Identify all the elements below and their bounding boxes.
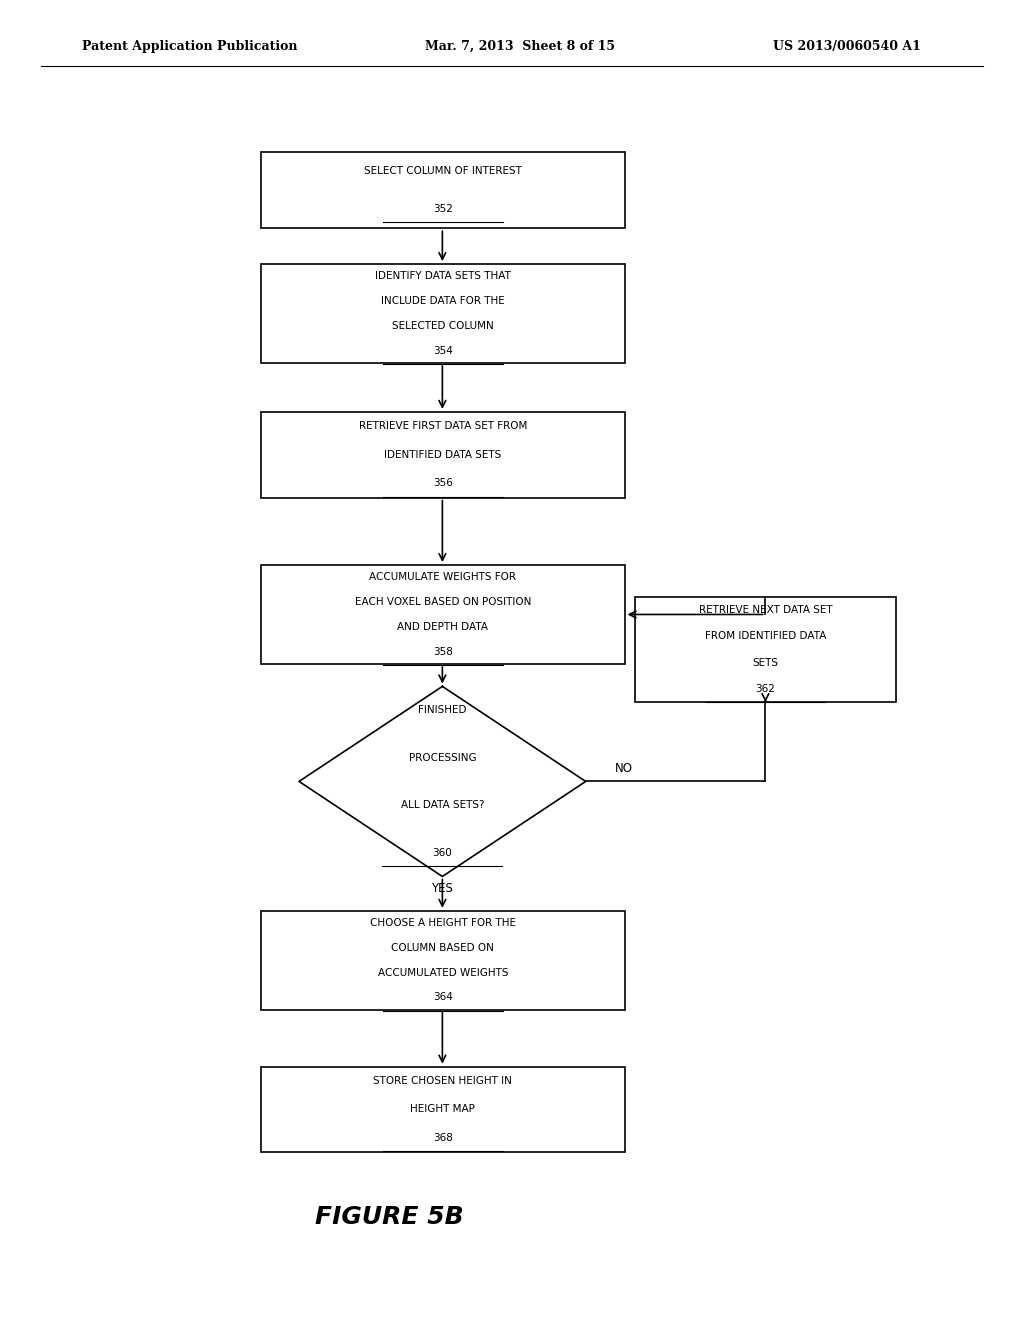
Text: COLUMN BASED ON: COLUMN BASED ON: [391, 942, 495, 953]
Text: RETRIEVE NEXT DATA SET: RETRIEVE NEXT DATA SET: [698, 605, 833, 615]
Text: FINISHED: FINISHED: [418, 705, 467, 715]
Text: RETRIEVE FIRST DATA SET FROM: RETRIEVE FIRST DATA SET FROM: [358, 421, 527, 432]
Text: US 2013/0060540 A1: US 2013/0060540 A1: [773, 40, 921, 53]
Bar: [261, 565, 625, 664]
Polygon shape: [299, 686, 586, 876]
Text: ACCUMULATED WEIGHTS: ACCUMULATED WEIGHTS: [378, 968, 508, 978]
Text: 364: 364: [433, 993, 453, 1002]
Bar: [261, 911, 625, 1010]
Bar: [261, 264, 625, 363]
Text: Mar. 7, 2013  Sheet 8 of 15: Mar. 7, 2013 Sheet 8 of 15: [425, 40, 615, 53]
Bar: [261, 152, 625, 228]
Text: CHOOSE A HEIGHT FOR THE: CHOOSE A HEIGHT FOR THE: [370, 919, 516, 928]
Text: PROCESSING: PROCESSING: [409, 752, 476, 763]
Text: INCLUDE DATA FOR THE: INCLUDE DATA FOR THE: [381, 296, 505, 306]
Text: EACH VOXEL BASED ON POSITION: EACH VOXEL BASED ON POSITION: [354, 597, 531, 607]
Text: 358: 358: [433, 647, 453, 656]
Text: 356: 356: [433, 478, 453, 488]
Text: ACCUMULATE WEIGHTS FOR: ACCUMULATE WEIGHTS FOR: [370, 573, 516, 582]
Text: 362: 362: [756, 684, 775, 694]
Bar: [261, 1067, 625, 1152]
Text: FIGURE 5B: FIGURE 5B: [314, 1205, 464, 1229]
Text: SETS: SETS: [753, 657, 778, 668]
Text: STORE CHOSEN HEIGHT IN: STORE CHOSEN HEIGHT IN: [374, 1076, 512, 1086]
Text: NO: NO: [614, 762, 633, 775]
Text: IDENTIFY DATA SETS THAT: IDENTIFY DATA SETS THAT: [375, 272, 511, 281]
Text: SELECTED COLUMN: SELECTED COLUMN: [392, 321, 494, 331]
Text: 368: 368: [433, 1133, 453, 1143]
Text: IDENTIFIED DATA SETS: IDENTIFIED DATA SETS: [384, 450, 502, 459]
Text: 360: 360: [432, 847, 453, 858]
Text: SELECT COLUMN OF INTEREST: SELECT COLUMN OF INTEREST: [364, 166, 522, 176]
Text: ALL DATA SETS?: ALL DATA SETS?: [400, 800, 484, 810]
Text: FROM IDENTIFIED DATA: FROM IDENTIFIED DATA: [705, 631, 826, 642]
Bar: [261, 412, 625, 498]
Text: AND DEPTH DATA: AND DEPTH DATA: [397, 622, 488, 632]
Text: 354: 354: [433, 346, 453, 355]
Text: HEIGHT MAP: HEIGHT MAP: [411, 1105, 475, 1114]
Text: 352: 352: [433, 205, 453, 214]
Text: YES: YES: [431, 882, 454, 895]
Text: Patent Application Publication: Patent Application Publication: [82, 40, 297, 53]
Bar: [635, 597, 896, 702]
